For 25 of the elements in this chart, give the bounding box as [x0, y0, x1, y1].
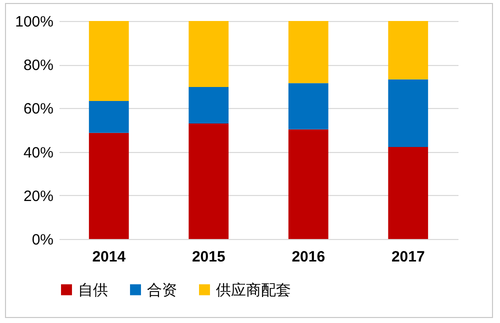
bar — [188, 87, 229, 124]
y-tick-label: 40% — [23, 144, 54, 162]
y-tick-label: 0% — [32, 232, 54, 248]
bar — [288, 83, 328, 130]
legend-label: 合资 — [147, 282, 177, 299]
y-tick-label: 60% — [23, 100, 54, 118]
y-tick-label: 80% — [23, 57, 54, 74]
bar — [388, 79, 428, 148]
bar — [288, 21, 328, 84]
bar — [388, 147, 428, 239]
bar — [388, 21, 428, 80]
y-tick-label: 20% — [23, 188, 54, 205]
x-tick-label: 2014 — [92, 248, 126, 266]
y-tick-label: 100% — [15, 14, 54, 30]
bar — [88, 132, 129, 239]
bar — [88, 101, 129, 133]
bar — [288, 129, 328, 239]
x-tick-label: 2015 — [192, 248, 226, 266]
x-tick-label: 2017 — [391, 248, 425, 266]
bar — [188, 21, 229, 88]
legend-label: 自供 — [78, 282, 108, 299]
bar — [188, 123, 229, 239]
legend-label: 供应商配套 — [216, 282, 291, 299]
bar — [88, 21, 129, 102]
x-tick-label: 2016 — [292, 248, 326, 266]
